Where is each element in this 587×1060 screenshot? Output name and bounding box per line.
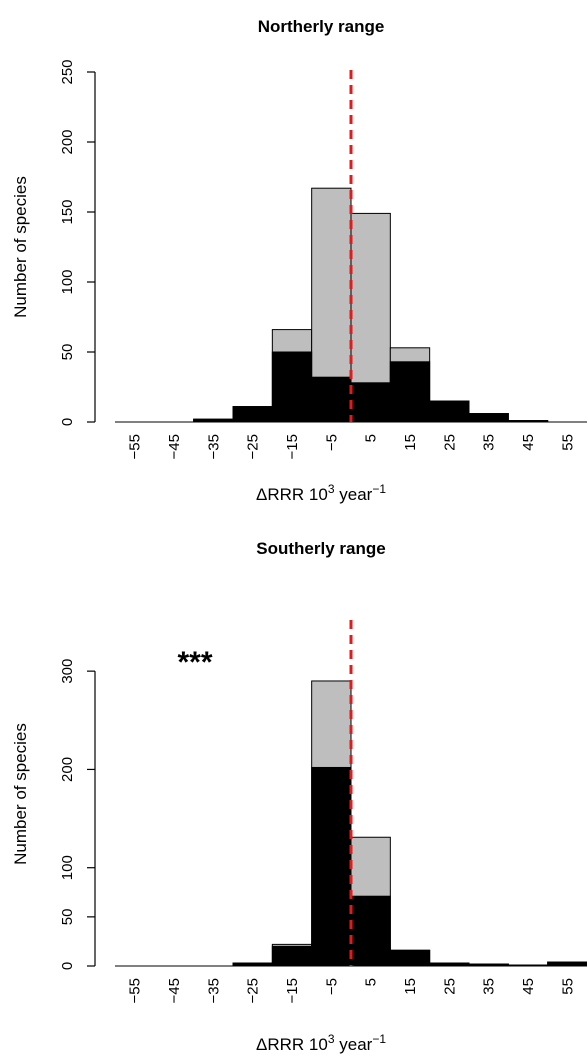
subset-bar-15 — [389, 361, 431, 423]
y-tick-label-250: 250 — [59, 59, 76, 84]
x-tick-label-25: 25 — [441, 978, 458, 995]
x-tick-label-5: 5 — [363, 434, 380, 442]
x-tick-label-−35: −35 — [205, 434, 222, 459]
y-axis-label: Number of species — [11, 176, 30, 318]
x-tick-label-55: 55 — [559, 434, 576, 451]
subset-bar-15 — [389, 949, 431, 967]
y-tick-label-100: 100 — [59, 269, 76, 294]
southerly-range-chart: Southerly range 0 50 100 200 300 Number of spe… — [11, 539, 587, 1054]
x-tick-label-−55: −55 — [127, 978, 144, 1003]
y-tick-label-0: 0 — [59, 418, 76, 426]
x-tick-label-−5: −5 — [323, 978, 340, 995]
subset-bar-55 — [547, 961, 587, 967]
x-tick-label-−15: −15 — [284, 978, 301, 1003]
y-tick-label-150: 150 — [59, 199, 76, 224]
chart-title: Northerly range — [258, 17, 385, 36]
x-tick-label-−5: −5 — [323, 434, 340, 451]
x-axis-label: ΔRRR 103 year−1 — [256, 482, 386, 504]
x-tick-label-5: 5 — [363, 978, 380, 986]
x-axis-label: ΔRRR 103 year−1 — [256, 1032, 386, 1054]
significance-annotation: *** — [177, 646, 212, 679]
x-tick-label-15: 15 — [402, 978, 419, 995]
subset-bar-5 — [350, 895, 391, 967]
subset-bar-−15 — [271, 945, 313, 967]
subset-bar-35 — [468, 413, 509, 423]
y-axis-label: Number of species — [11, 723, 30, 865]
y-tick-label-50: 50 — [59, 344, 76, 361]
subset-bar-−15 — [271, 351, 313, 423]
x-tick-label-35: 35 — [481, 978, 498, 995]
northerly-range-panel: Northerly range 0 50 100 150 200 250 Number of … — [11, 17, 587, 504]
x-tick-label-15: 15 — [402, 434, 419, 451]
x-tick-label-−25: −25 — [245, 434, 262, 459]
chart-title: Southerly range — [256, 539, 385, 558]
x-tick-label-55: 55 — [559, 978, 576, 995]
southerly-range-panel: Southerly range 0 50 100 200 300 Number of spe… — [0, 530, 587, 1060]
y-tick-label-200: 200 — [59, 129, 76, 154]
x-tick-label-−45: −45 — [166, 978, 183, 1003]
x-tick-label-−35: −35 — [205, 978, 222, 1003]
x-tick-label-−25: −25 — [245, 978, 262, 1003]
subset-bar-−25 — [232, 406, 273, 423]
northerly-range-chart: Northerly range 0 50 100 150 200 250 Number of … — [11, 17, 587, 504]
subset-bar-25 — [429, 400, 470, 423]
subset-bar-−5 — [311, 766, 352, 967]
y-tick-label-200: 200 — [59, 757, 76, 782]
x-tick-label-45: 45 — [520, 434, 537, 451]
x-tick-label-−45: −45 — [166, 434, 183, 459]
x-tick-label-−55: −55 — [127, 434, 144, 459]
x-tick-label-25: 25 — [441, 434, 458, 451]
x-tick-label-−15: −15 — [284, 434, 301, 459]
y-tick-label-0: 0 — [59, 962, 76, 970]
y-tick-label-50: 50 — [59, 909, 76, 926]
subset-bar-−5 — [311, 376, 352, 423]
y-tick-label-300: 300 — [59, 659, 76, 684]
x-tick-label-45: 45 — [520, 978, 537, 995]
y-tick-label-100: 100 — [59, 855, 76, 880]
x-tick-label-35: 35 — [481, 434, 498, 451]
subset-bar-5 — [350, 382, 391, 423]
